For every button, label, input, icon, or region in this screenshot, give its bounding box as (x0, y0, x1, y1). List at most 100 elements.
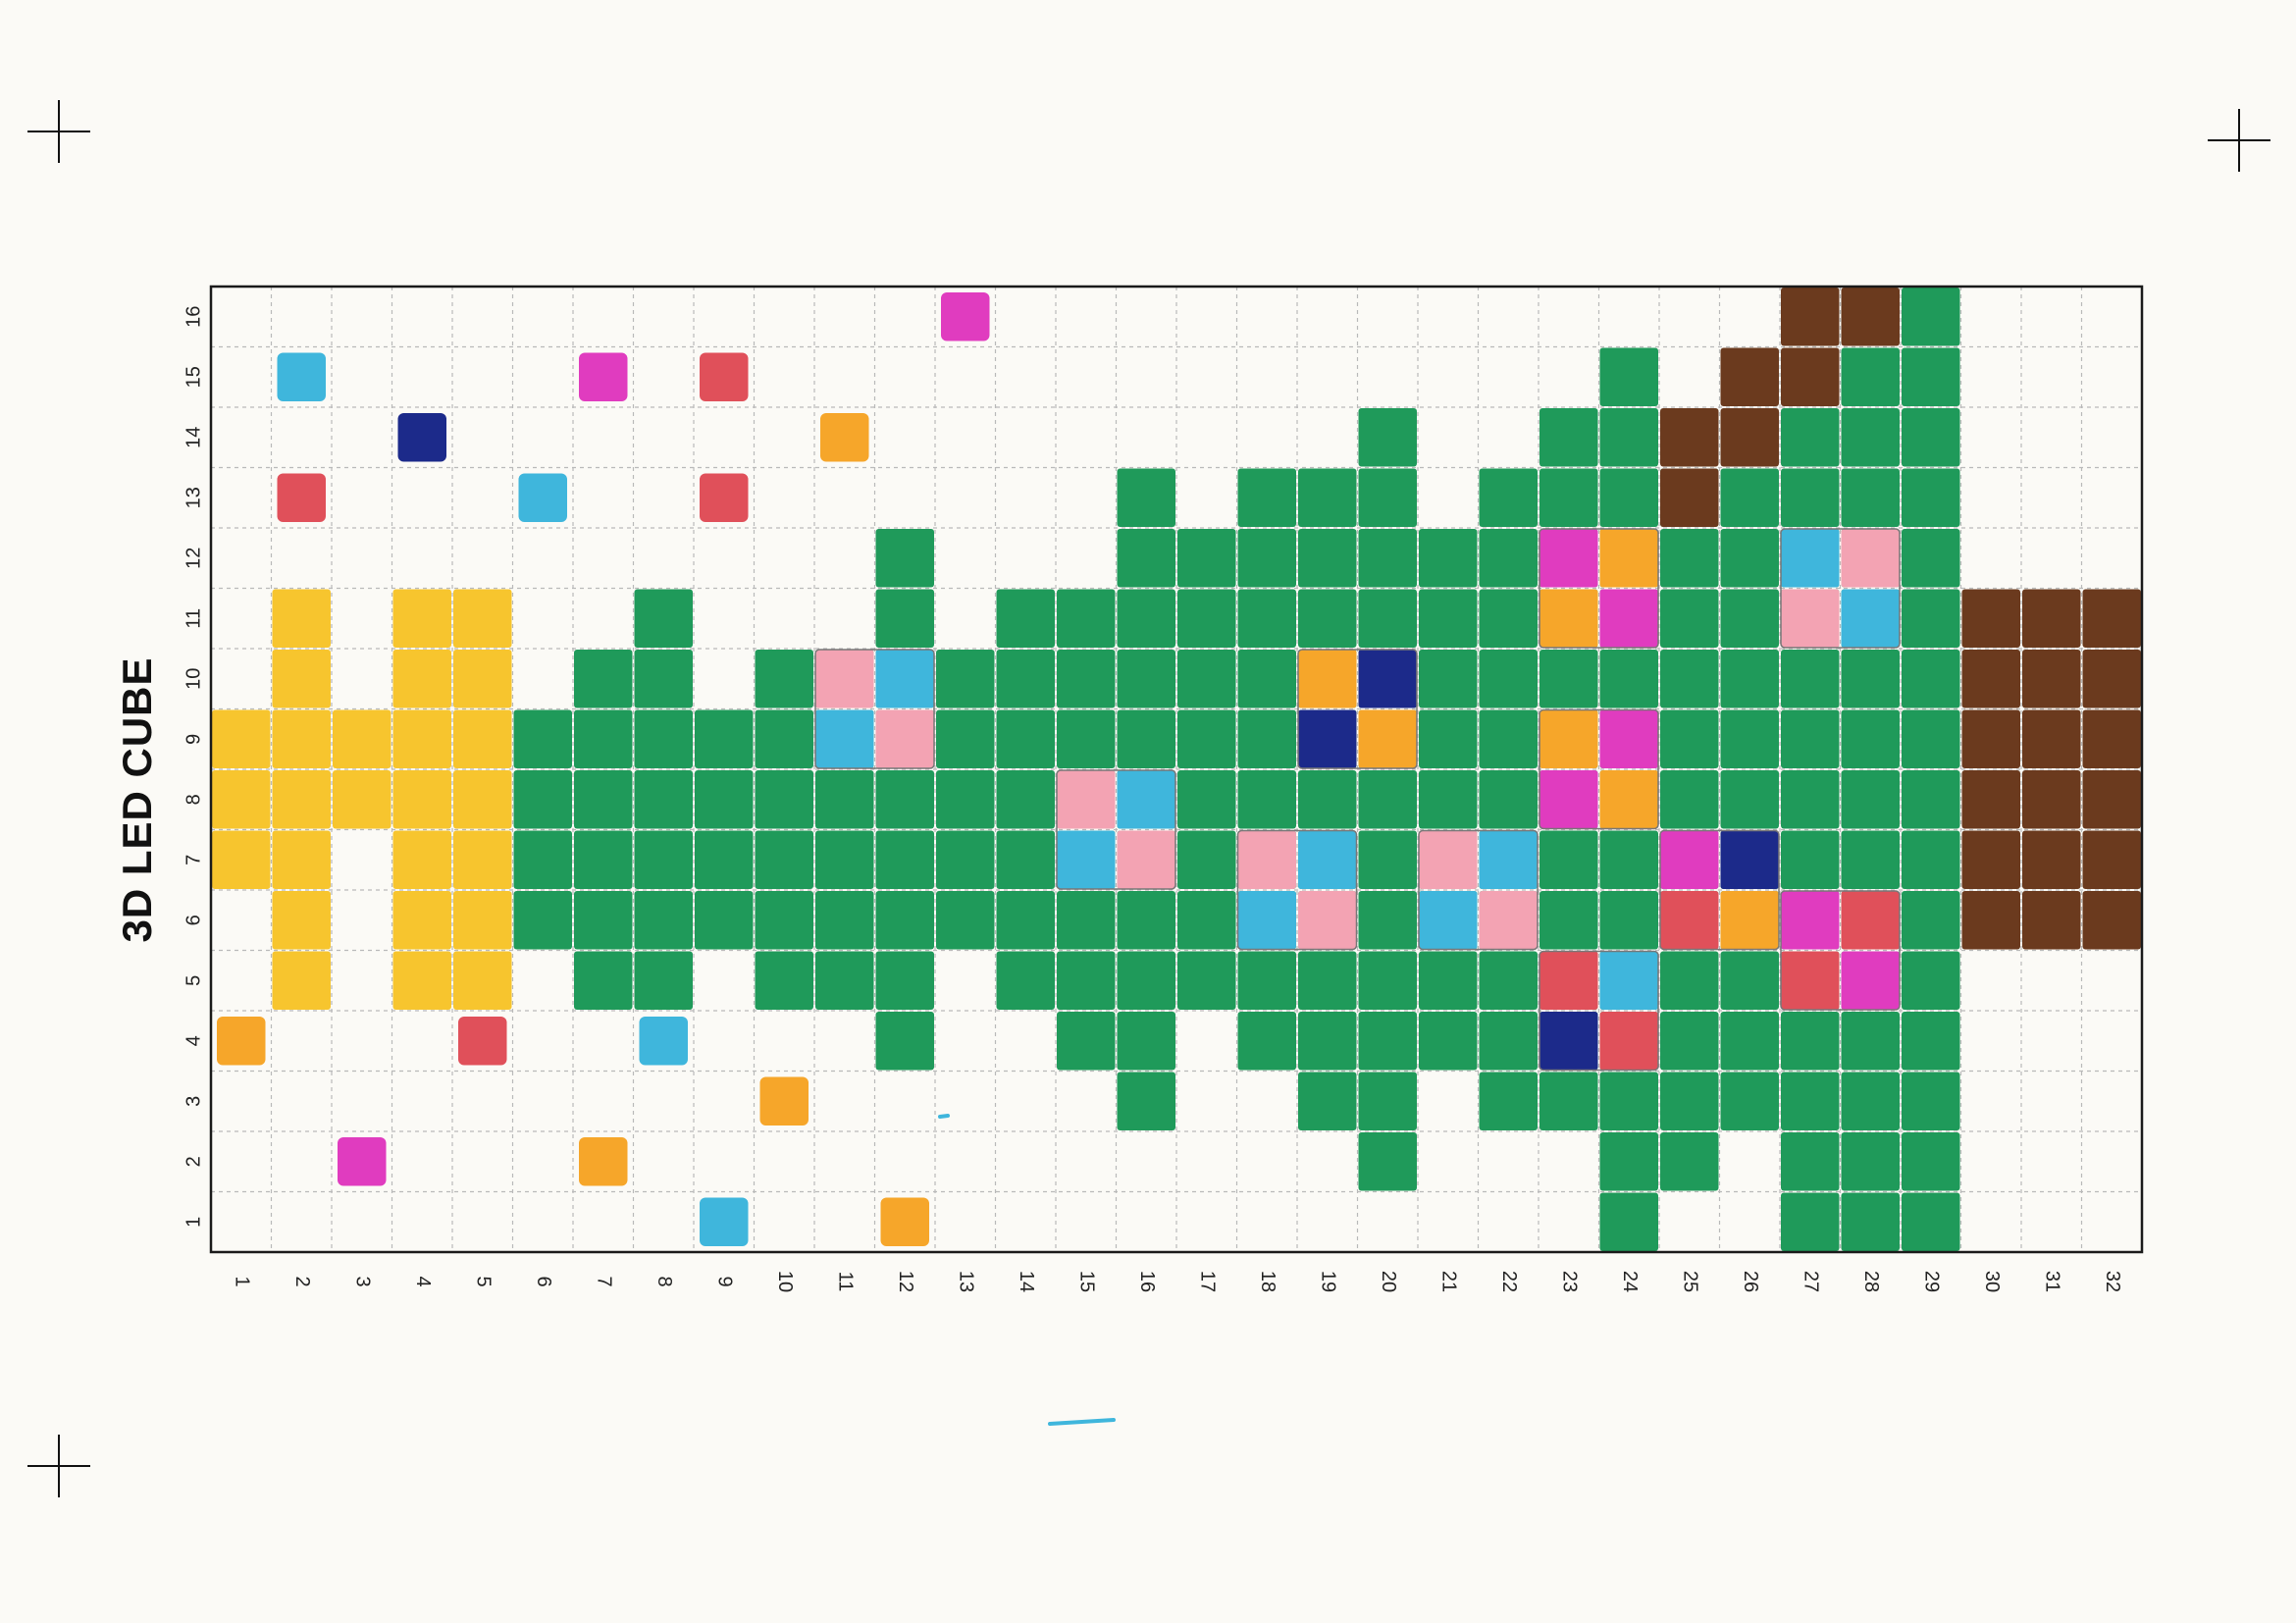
tree-cell (1902, 347, 1960, 406)
tree-cell (1781, 468, 1840, 527)
ornament-cell (1720, 830, 1779, 889)
tree-cell (1177, 650, 1236, 708)
light-dot (820, 413, 869, 462)
tree-cell (1660, 951, 1719, 1010)
column-label: 3 (351, 1276, 373, 1286)
row-label: 14 (183, 427, 204, 448)
tree-cell (574, 709, 633, 768)
tree-cell (1177, 951, 1236, 1010)
star-cell (272, 830, 331, 889)
row-label: 5 (183, 975, 204, 986)
column-label: 13 (955, 1271, 976, 1292)
column-label: 2 (291, 1276, 313, 1286)
tree-cell (1841, 1072, 1900, 1130)
ornament-cell (1298, 650, 1357, 708)
ornament-cell (1419, 830, 1478, 889)
light-dot (518, 473, 567, 522)
tree-cell (1358, 1072, 1417, 1130)
ornament-cell (1599, 951, 1658, 1010)
light-dot (338, 1137, 387, 1186)
ornament-cell (1117, 770, 1175, 829)
tree-cell (1902, 408, 1960, 467)
tree-cell (1419, 709, 1478, 768)
column-label: 12 (895, 1271, 916, 1292)
ornament-outline (1297, 649, 1418, 769)
light-dot (277, 473, 326, 522)
tree-cell (1298, 1012, 1357, 1071)
star-cell (272, 770, 331, 829)
tree-cell (1781, 770, 1840, 829)
row-label: 1 (183, 1217, 204, 1228)
column-label: 30 (1981, 1271, 2003, 1292)
row-label: 8 (183, 794, 204, 805)
ornament-cell (1479, 891, 1538, 950)
ornament-cell (1298, 709, 1357, 768)
column-label: 9 (713, 1276, 735, 1286)
ornament-cell (1599, 529, 1658, 588)
column-label: 5 (472, 1276, 494, 1286)
ornament-cell (815, 650, 874, 708)
tree-cell (1479, 1072, 1538, 1130)
tree-cell (1117, 1012, 1175, 1071)
tree-cell (1298, 529, 1357, 588)
tree-cell (1237, 650, 1296, 708)
column-label: 1 (231, 1276, 252, 1286)
tree-cell (875, 589, 934, 648)
ornament-cell (875, 709, 934, 768)
tree-cell (695, 770, 754, 829)
tree-cell (1599, 408, 1658, 467)
column-label: 29 (1920, 1271, 1942, 1292)
ornament-cell (1539, 1012, 1598, 1071)
tree-cell (1660, 1132, 1719, 1191)
tree-cell (513, 709, 572, 768)
tree-cell (936, 891, 995, 950)
trunk-cell (2022, 589, 2081, 648)
tree-cell (1720, 951, 1779, 1010)
tree-cell (1720, 770, 1779, 829)
tree-cell (1902, 891, 1960, 950)
row-label: 6 (183, 915, 204, 925)
tree-cell (1057, 709, 1116, 768)
tree-cell (1419, 589, 1478, 648)
column-label: 4 (412, 1276, 434, 1286)
ornament-cell (1358, 650, 1417, 708)
star-cell (272, 650, 331, 708)
trunk-cell (2022, 650, 2081, 708)
tree-cell (634, 830, 693, 889)
registration-mark-bottom-left (27, 1435, 90, 1497)
tree-cell (1841, 1132, 1900, 1191)
trunk-cell (2022, 709, 2081, 768)
column-label: 8 (653, 1276, 675, 1286)
tree-cell (755, 650, 813, 708)
star-cell (392, 709, 451, 768)
tree-cell (1841, 1192, 1900, 1251)
star-cell (453, 951, 512, 1010)
tree-cell (1237, 770, 1296, 829)
tree-cell (1117, 468, 1175, 527)
ornament-cell (875, 650, 934, 708)
tree-top-mark (1660, 408, 1719, 467)
ornament-outline (1539, 950, 1659, 1072)
tree-cell (1599, 1072, 1658, 1130)
row-label: 11 (183, 608, 204, 629)
tree-cell (1177, 529, 1236, 588)
ornament-cell (1057, 770, 1116, 829)
trunk-cell (1961, 589, 2020, 648)
column-label: 24 (1619, 1271, 1641, 1292)
ornament-outline (1539, 708, 1659, 830)
tree-cell (1479, 1012, 1538, 1071)
ornament-cell (1781, 529, 1840, 588)
tree-cell (755, 830, 813, 889)
trunk-cell (2022, 830, 2081, 889)
tree-cell (1841, 830, 1900, 889)
tree-cell (1599, 347, 1658, 406)
column-label: 11 (834, 1272, 856, 1292)
ornament-cell (1539, 709, 1598, 768)
tree-cell (1902, 770, 1960, 829)
tree-cell (1358, 589, 1417, 648)
tree-cell (1660, 1012, 1719, 1071)
star-cell (392, 589, 451, 648)
tree-cell (1117, 951, 1175, 1010)
ornament-cell (1781, 891, 1840, 950)
tree-cell (1902, 1012, 1960, 1071)
